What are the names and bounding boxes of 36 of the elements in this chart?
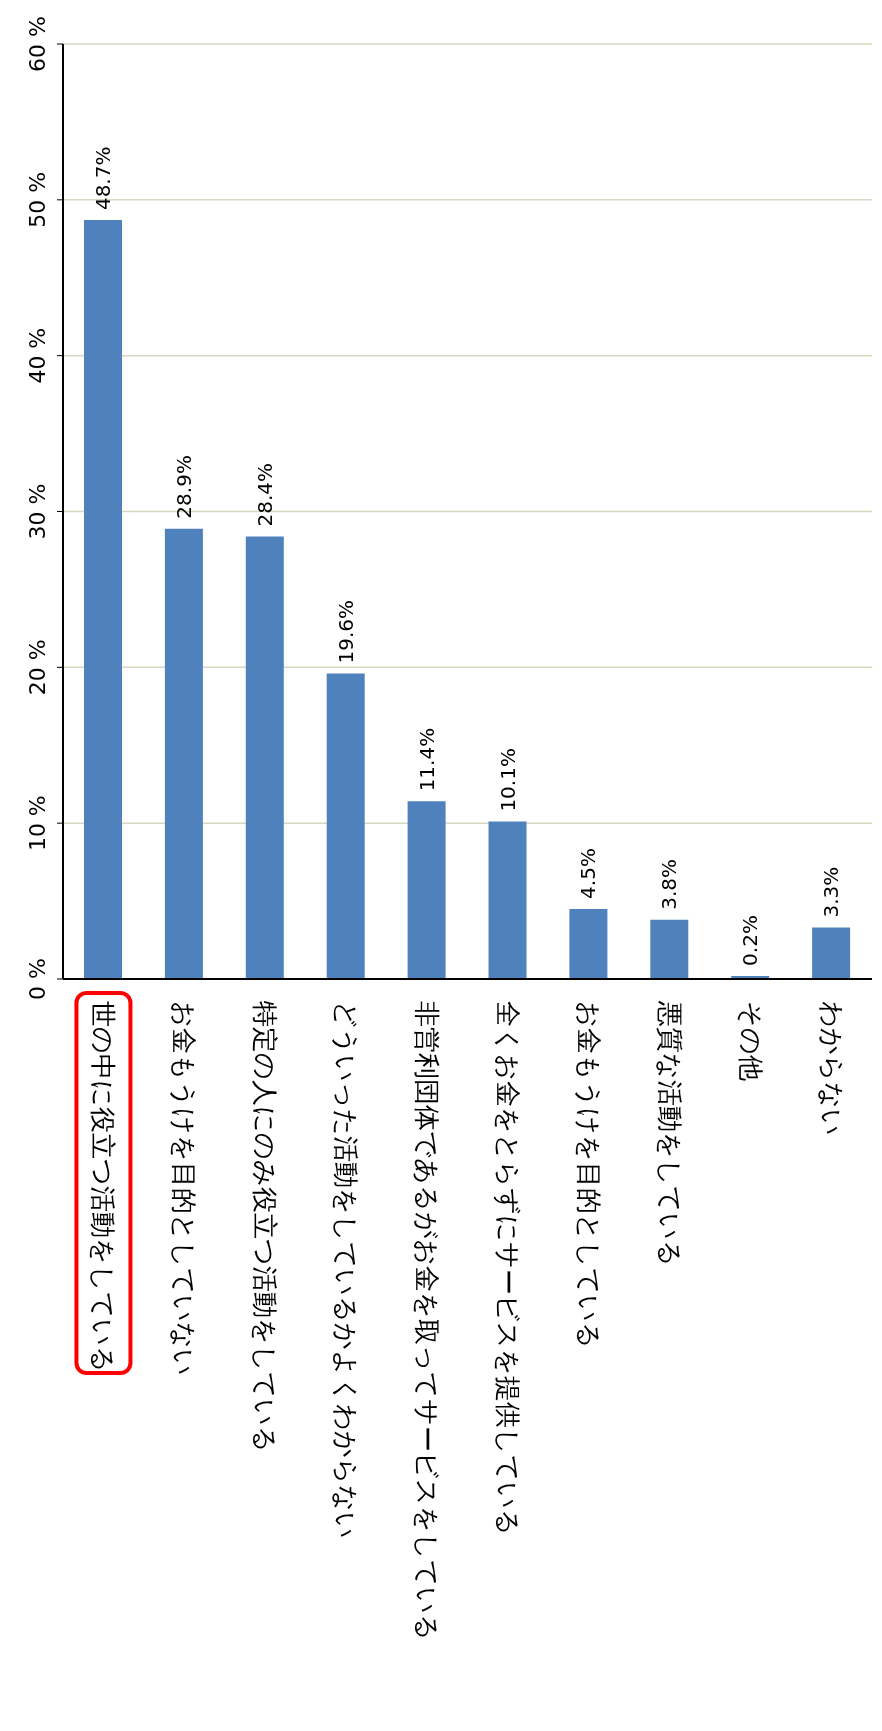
- y-tick-label: 10 %: [24, 795, 50, 852]
- bar: [326, 673, 365, 979]
- bar: [245, 536, 284, 979]
- data-label: 48.7%: [91, 146, 115, 211]
- x-tick-label: お金もうけを目的としていない: [169, 1001, 200, 1376]
- data-label: 28.9%: [171, 455, 196, 519]
- y-tick-label: 60 %: [24, 16, 50, 72]
- bar: [650, 919, 689, 979]
- data-label: 3.8%: [657, 858, 682, 910]
- y-tick-label: 40 %: [24, 327, 50, 384]
- bar: [84, 220, 122, 979]
- bar: [569, 908, 608, 979]
- x-tick-label: わからない: [816, 1001, 847, 1136]
- data-label: 19.6%: [333, 600, 358, 664]
- x-tick-label: 特定の人にのみ役立つ活動をしている: [250, 1001, 281, 1453]
- x-tick-label: お金もうけを目的としている: [573, 1001, 604, 1349]
- y-tick-label: 0 %: [24, 958, 50, 1000]
- data-label: 3.3%: [819, 866, 844, 918]
- y-tick-label: 30 %: [24, 483, 50, 540]
- data-label: 28.4%: [252, 462, 277, 527]
- x-tick-label: どういった活動をしているかよくわからない: [331, 1001, 362, 1539]
- x-tick-label: 非営利団体であるがお金を取ってサービスをしている: [412, 1001, 443, 1641]
- bar: [407, 801, 446, 979]
- bar: [488, 821, 527, 979]
- data-label: 11.4%: [414, 727, 439, 792]
- data-label: 4.5%: [576, 848, 601, 899]
- y-tick-label: 20 %: [24, 639, 50, 696]
- data-label: 10.1%: [495, 748, 520, 812]
- x-tick-label: 世の中に役立つ活動をしている: [88, 1001, 119, 1373]
- x-tick-label: 悪質な活動をしている: [654, 1000, 685, 1267]
- bar: [164, 528, 203, 979]
- bar: [812, 927, 851, 979]
- y-tick-label: 50 %: [24, 171, 50, 228]
- x-tick-label: その他: [735, 1001, 766, 1081]
- data-label: 0.2%: [738, 915, 763, 966]
- x-tick-label: 全くお金をとらずにサービスを提供している: [492, 1001, 523, 1536]
